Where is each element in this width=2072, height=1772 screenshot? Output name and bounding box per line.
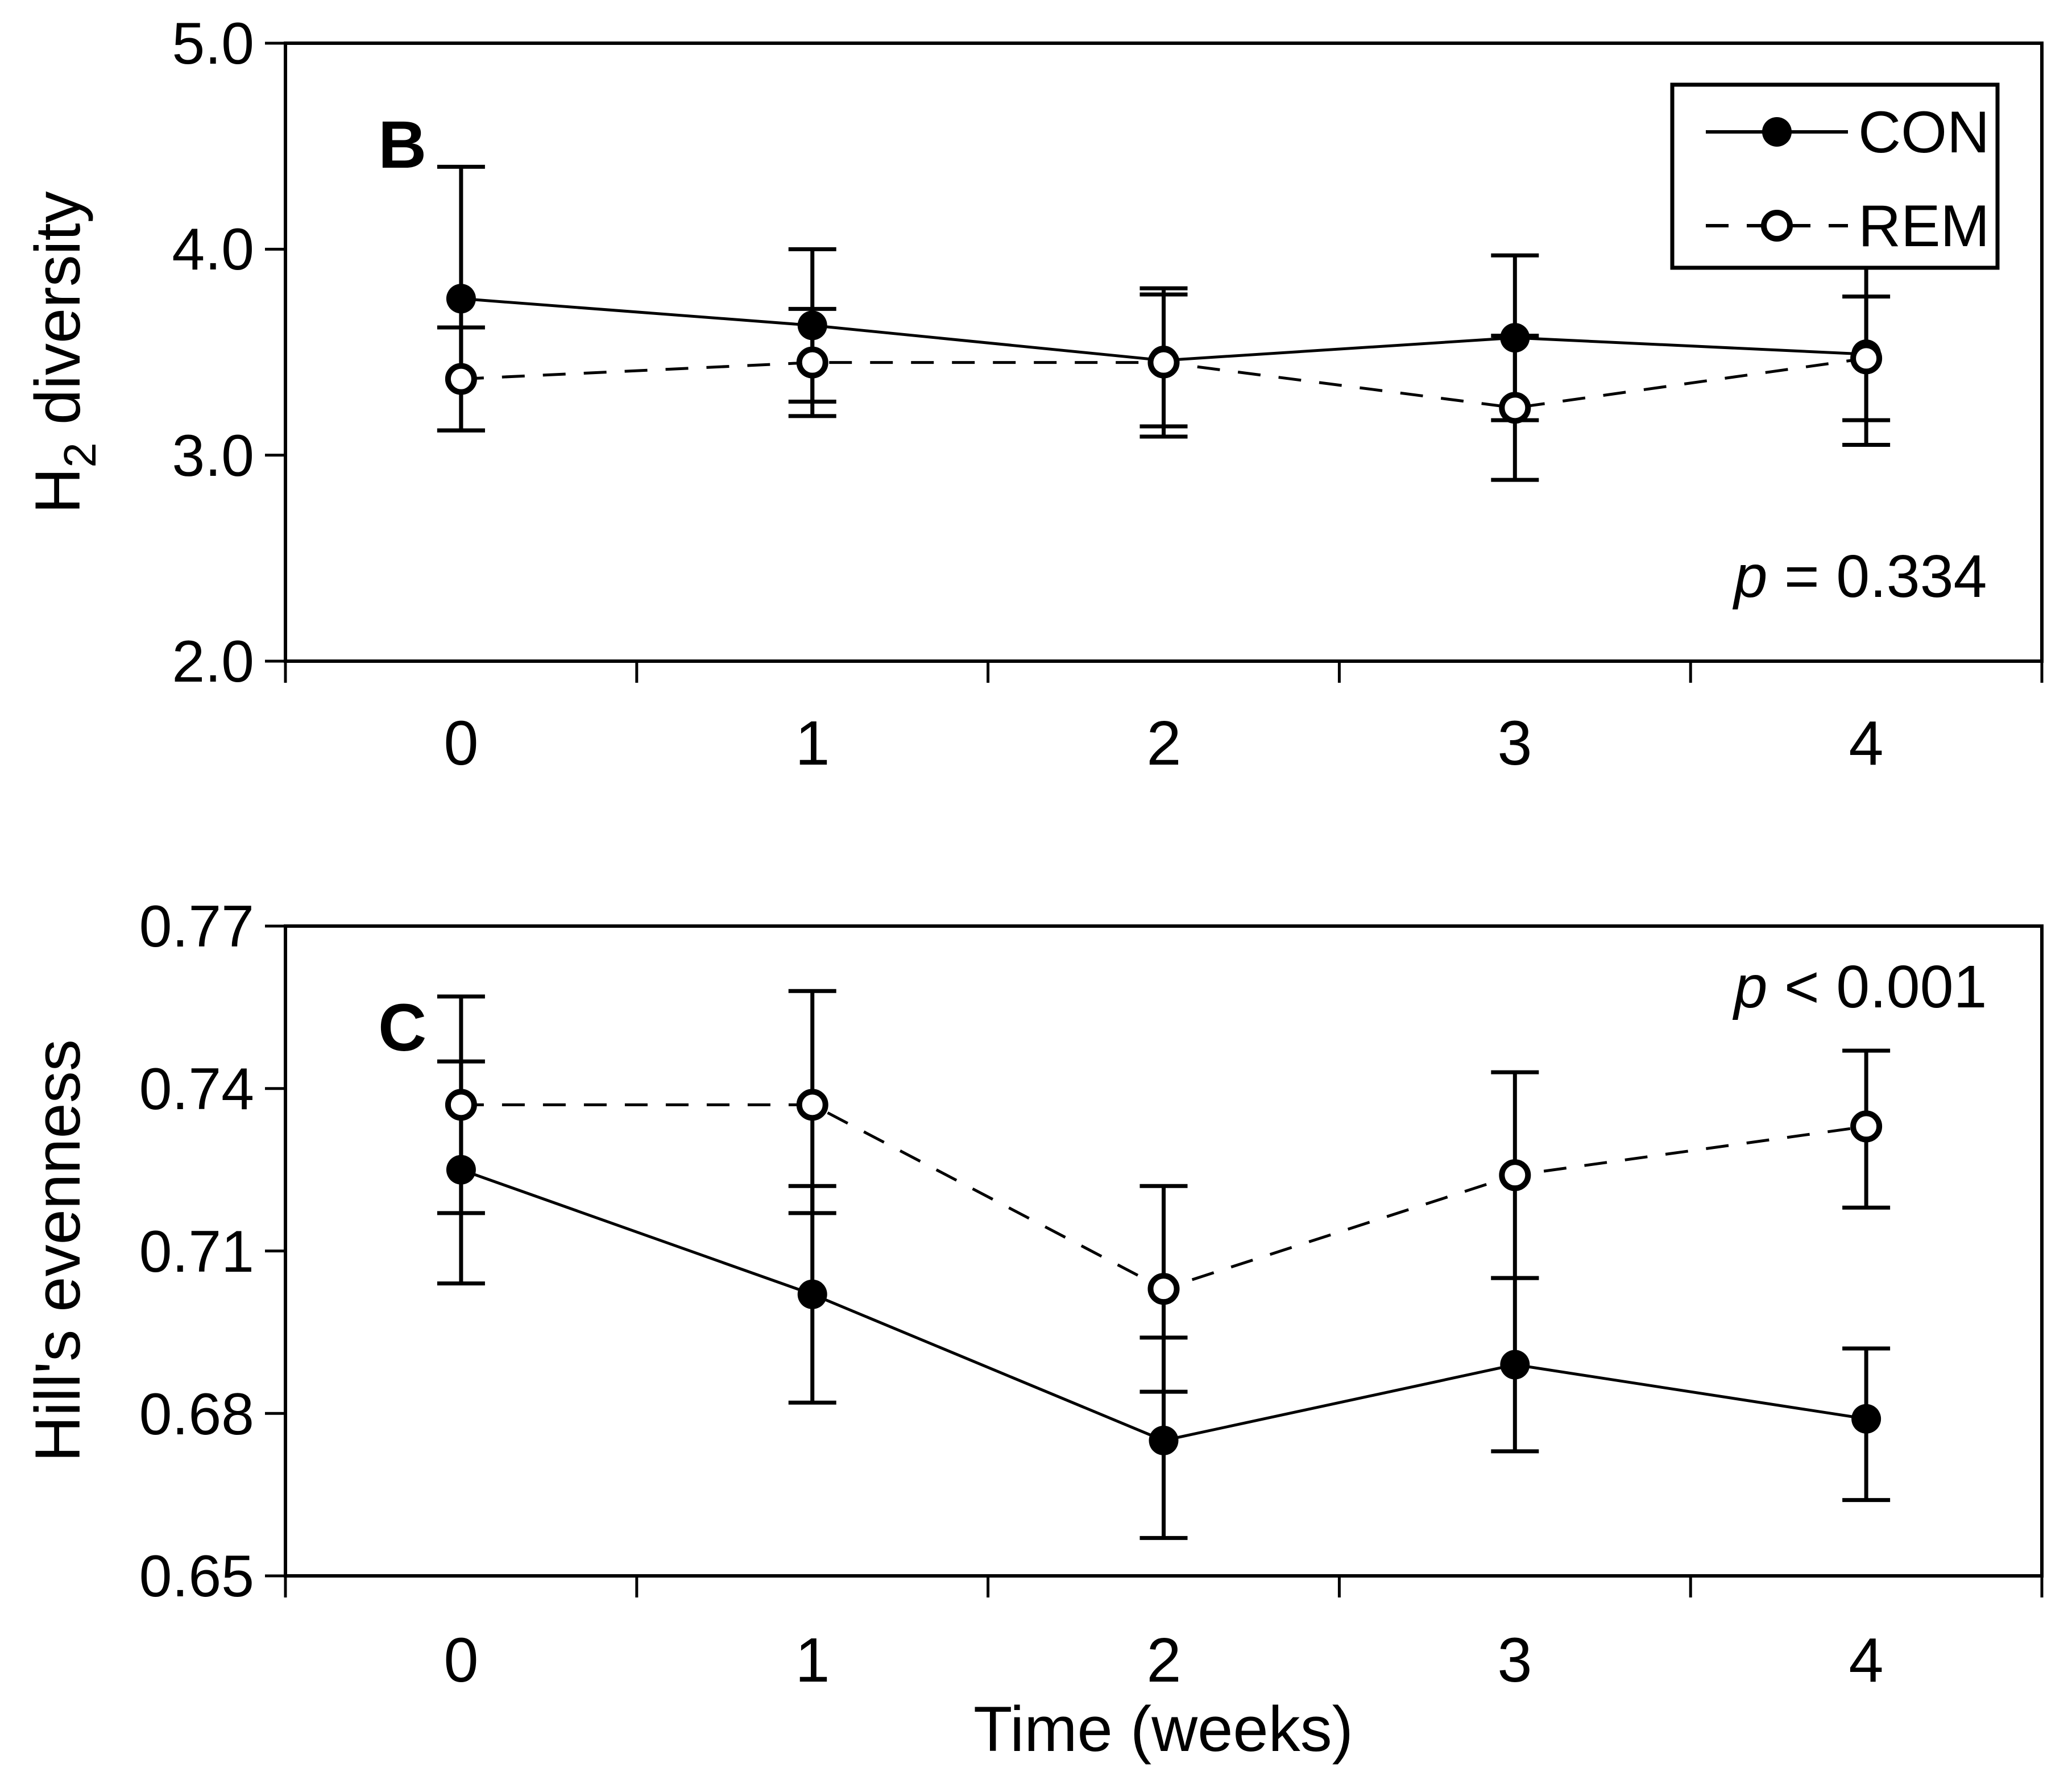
panel-c-xtick-label: 1 bbox=[795, 1625, 830, 1695]
panel-b-xtick-label: 4 bbox=[1849, 708, 1883, 778]
legend-con-label: CON bbox=[1858, 99, 1990, 165]
data-point-CON bbox=[797, 1279, 827, 1309]
panel-b-series bbox=[437, 164, 1891, 482]
x-axis-title: Time (weeks) bbox=[973, 1694, 1353, 1765]
panel-C: 0.77 0.74 0.71 0.68 0.65 0 1 2 3 4 Hill'… bbox=[22, 894, 2044, 1765]
data-point-REM bbox=[1147, 346, 1180, 379]
panel-c-ytick-label: 0.71 bbox=[139, 1219, 254, 1285]
legend-rem-marker-icon bbox=[1761, 210, 1793, 242]
panel-b-xtick-label: 3 bbox=[1497, 708, 1532, 778]
panel-c-ytick-label: 0.74 bbox=[139, 1056, 254, 1122]
legend-rem-label: REM bbox=[1858, 193, 1990, 259]
panel-b-frame bbox=[284, 42, 2044, 663]
panel-b-letter: B bbox=[378, 107, 426, 182]
data-point-CON bbox=[1500, 323, 1530, 353]
data-point-REM bbox=[1850, 1110, 1883, 1143]
data-point-REM bbox=[445, 363, 477, 395]
data-point-CON bbox=[446, 284, 476, 314]
panel-c-ytick-label: 0.65 bbox=[139, 1543, 254, 1609]
data-point-REM bbox=[1499, 392, 1531, 424]
data-point-REM bbox=[796, 346, 828, 379]
panel-b-ytick-label: 5.0 bbox=[172, 11, 254, 77]
panel-c-ticks bbox=[265, 924, 2044, 1597]
panel-c-ytick-label: 0.68 bbox=[139, 1381, 254, 1447]
data-point-REM bbox=[1147, 1273, 1180, 1305]
panel-c-xtick-label: 4 bbox=[1849, 1625, 1883, 1695]
panel-b-xtick-label: 2 bbox=[1146, 708, 1181, 778]
panel-b-xtick-label: 0 bbox=[444, 708, 478, 778]
panel-c-frame bbox=[284, 924, 2044, 1578]
data-point-CON bbox=[446, 1155, 476, 1185]
data-point-CON bbox=[1851, 1404, 1882, 1434]
panel-b-ytick-label: 2.0 bbox=[172, 629, 254, 695]
data-point-REM bbox=[1850, 342, 1883, 375]
panel-c-y-axis-title: Hill's evenness bbox=[22, 1039, 93, 1462]
panel-b-ticks bbox=[265, 42, 2044, 683]
panel-c-xtick-label: 2 bbox=[1146, 1625, 1181, 1695]
legend-con-marker-icon bbox=[1762, 117, 1792, 147]
panel-c-ytick-label: 0.77 bbox=[139, 894, 254, 960]
panel-b-y-axis-title: H2 diversity bbox=[22, 191, 105, 513]
panel-c-pvalue: p < 0.001 bbox=[1732, 953, 1987, 1020]
data-point-CON bbox=[797, 310, 827, 341]
legend-box bbox=[1670, 82, 2000, 270]
panel-b-pvalue: p = 0.334 bbox=[1732, 543, 1987, 610]
data-point-REM bbox=[445, 1089, 477, 1121]
panel-c-letter: C bbox=[378, 990, 426, 1065]
data-point-CON bbox=[1500, 1350, 1530, 1380]
panel-b-xtick-label: 1 bbox=[795, 708, 830, 778]
panel-c-series bbox=[437, 989, 1891, 1540]
panel-B: 5.0 4.0 3.0 2.0 0 1 2 3 4 H2 diversity B… bbox=[22, 11, 2044, 778]
panel-c-xtick-label: 0 bbox=[444, 1625, 478, 1695]
panel-b-ytick-label: 3.0 bbox=[172, 423, 254, 489]
data-point-CON bbox=[1149, 1425, 1179, 1455]
panel-b-ytick-label: 4.0 bbox=[172, 217, 254, 283]
data-point-REM bbox=[1499, 1159, 1531, 1192]
panel-c-xtick-label: 3 bbox=[1497, 1625, 1532, 1695]
legend: CON REM bbox=[1670, 82, 2000, 270]
data-point-REM bbox=[796, 1089, 828, 1121]
